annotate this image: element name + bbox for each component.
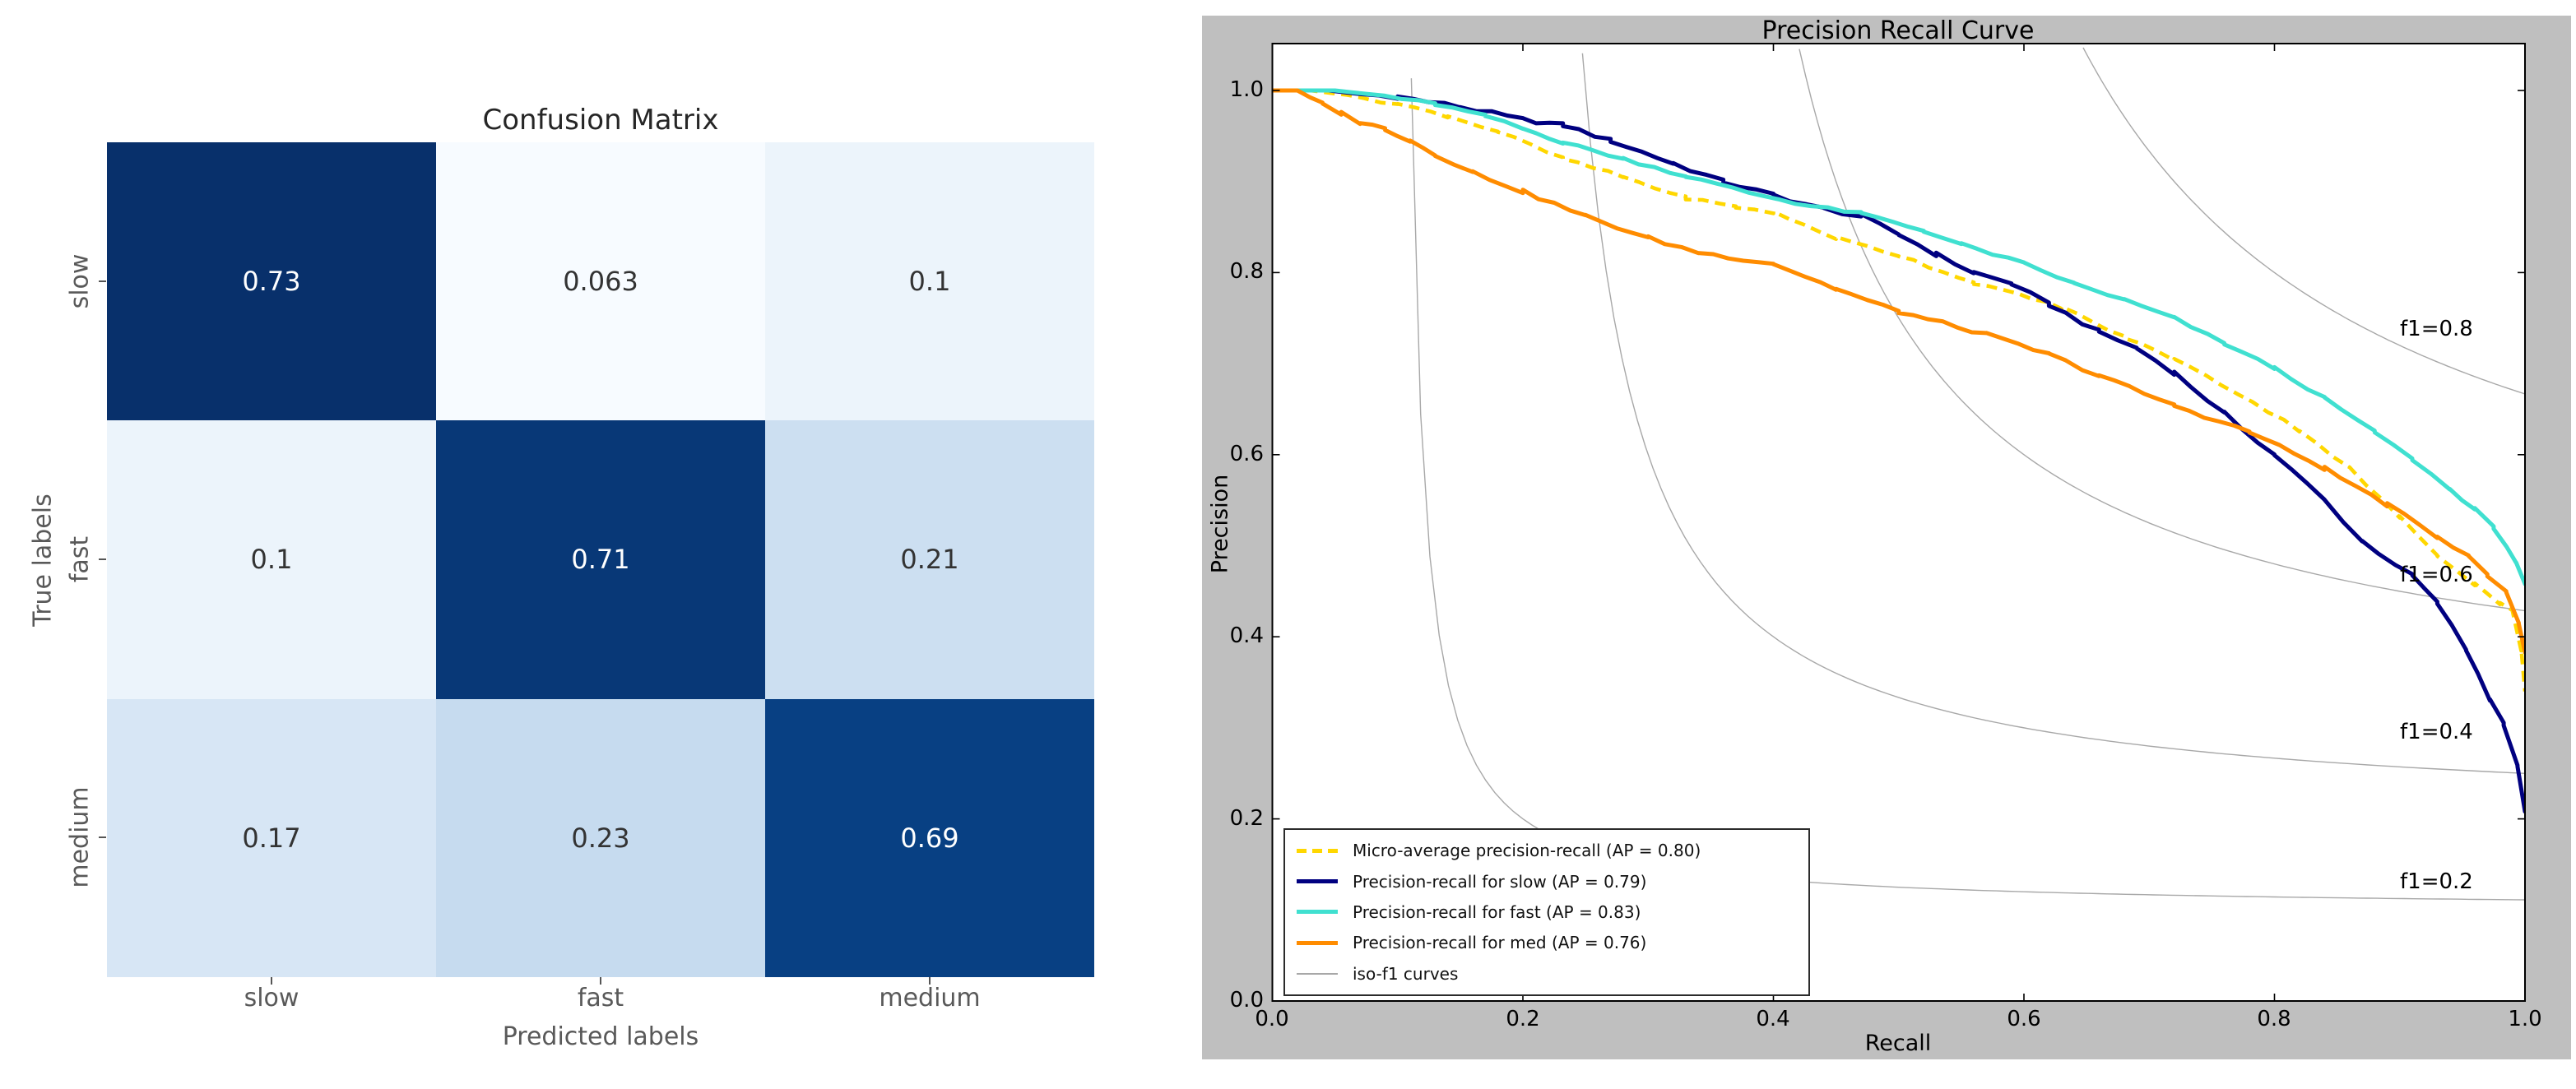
legend-item-med: Precision-recall for med (AP = 0.76): [1297, 933, 1808, 952]
col-label-slow: slow: [244, 984, 299, 1013]
x-axis-label: Recall: [1864, 1031, 1932, 1056]
confusion-matrix-title: Confusion Matrix: [482, 104, 719, 137]
legend-item-slow: Precision-recall for slow (AP = 0.79): [1297, 872, 1808, 892]
legend-label: Micro-average precision-recall (AP = 0.8…: [1353, 841, 1701, 861]
matrix-cell-value: 0.21: [900, 544, 959, 576]
y-tick-mark: [99, 280, 106, 282]
matrix-cell-value: 0.71: [571, 544, 630, 576]
legend-line-sample: [1297, 879, 1338, 884]
legend-label: Precision-recall for fast (AP = 0.83): [1353, 901, 1641, 922]
legend-line-sample: [1297, 940, 1338, 945]
y-tick-label: 0.2: [1229, 806, 1264, 831]
pr-plot-title: Precision Recall Curve: [1761, 16, 2035, 45]
matrix-cell-value: 0.23: [571, 822, 630, 854]
iso-f1-annotation: f1=0.8: [2400, 317, 2473, 341]
x-axis-label: Predicted labels: [502, 1022, 699, 1051]
matrix-cell-value: 0.73: [242, 266, 301, 298]
y-tick-label: 1.0: [1229, 77, 1264, 102]
y-tick-label: 0.4: [1229, 623, 1264, 648]
legend-line-sample: [1297, 910, 1338, 915]
y-tick-mark: [99, 836, 106, 838]
matrix-cell-value: 0.1: [250, 544, 293, 576]
legend-item-iso-f1: iso-f1 curves: [1297, 964, 1808, 984]
matrix-cell: 0.1: [107, 420, 436, 699]
x-tick-label: 0.8: [2257, 1007, 2291, 1031]
matrix-cell-value: 0.69: [900, 822, 959, 854]
legend-item-micro-average: Micro-average precision-recall (AP = 0.8…: [1297, 841, 1808, 860]
legend-item-fast: Precision-recall for fast (AP = 0.83): [1297, 902, 1808, 922]
matrix-cell: 0.71: [436, 420, 765, 699]
matrix-cell: 0.063: [436, 142, 765, 421]
legend-label: Precision-recall for slow (AP = 0.79): [1353, 871, 1647, 892]
legend-line-sample-dashed: [1297, 848, 1338, 853]
x-tick-label: 0.2: [1506, 1007, 1540, 1031]
y-tick-label: 0.6: [1229, 442, 1264, 466]
matrix-cell: 0.73: [107, 142, 436, 421]
legend-label: Precision-recall for med (AP = 0.76): [1353, 933, 1647, 953]
row-label-medium: medium: [65, 786, 95, 888]
row-label-slow: slow: [65, 253, 95, 309]
matrix-cell-value: 0.17: [242, 822, 301, 854]
x-tick-label: 0.4: [1756, 1007, 1790, 1031]
row-label-fast: fast: [65, 535, 95, 583]
y-tick-label: 0.8: [1229, 259, 1264, 284]
iso-f1-annotation: f1=0.4: [2400, 720, 2473, 744]
matrix-cell: 0.21: [765, 420, 1094, 699]
legend-line-sample-thin: [1297, 972, 1338, 975]
col-label-medium: medium: [879, 984, 981, 1013]
x-tick-label: 0.0: [1255, 1007, 1289, 1031]
x-tick-label: 0.6: [2007, 1007, 2041, 1031]
y-tick-mark: [99, 558, 106, 560]
confusion-matrix-heatmap: 0.73 0.063 0.1 0.1 0.71 0.21 0.17 0.23 0…: [107, 142, 1094, 977]
matrix-cell: 0.17: [107, 698, 436, 977]
col-label-fast: fast: [577, 984, 624, 1013]
x-tick-mark: [929, 977, 931, 985]
iso-f1-annotation: f1=0.6: [2400, 563, 2473, 587]
matrix-cell: 0.23: [436, 698, 765, 977]
y-axis-label: True labels: [28, 494, 58, 627]
y-tick-label: 0.0: [1229, 988, 1264, 1013]
x-tick-mark: [271, 977, 272, 985]
legend-box: Micro-average precision-recall (AP = 0.8…: [1283, 828, 1810, 996]
iso-f1-annotation: f1=0.2: [2400, 869, 2473, 894]
matrix-cell-value: 0.063: [563, 266, 638, 298]
x-tick-mark: [600, 977, 601, 985]
x-tick-label: 1.0: [2508, 1007, 2542, 1031]
legend-label: iso-f1 curves: [1353, 963, 1459, 984]
matrix-cell: 0.1: [765, 142, 1094, 421]
matrix-cell-value: 0.1: [908, 266, 951, 298]
matrix-cell: 0.69: [765, 698, 1094, 977]
y-axis-label: Precision: [1207, 474, 1233, 574]
